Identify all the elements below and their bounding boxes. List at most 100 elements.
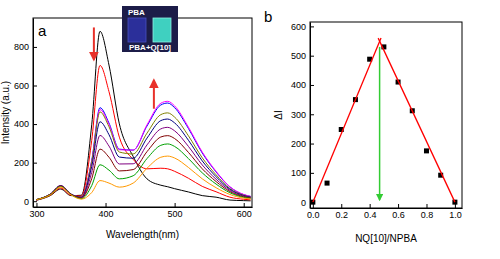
tick: 1.0 (449, 204, 462, 220)
tick: 300 (29, 203, 44, 219)
y-axis-title: ΔI (273, 110, 284, 119)
panel-label: b (264, 8, 272, 25)
x-axis-title: Wavelength(nm) (106, 229, 179, 240)
tick-mark (310, 56, 314, 57)
tick-mark (313, 204, 314, 208)
x-axis-title: NQ[10]/NPBA (355, 233, 417, 244)
tick: 400 (99, 203, 114, 219)
tick-label: 1.0 (449, 210, 462, 220)
tick-mark (455, 204, 456, 208)
tick: 400 (291, 80, 314, 90)
tick-label: 0.2 (335, 210, 348, 220)
tick: 0 (24, 197, 37, 207)
series-line (36, 65, 250, 200)
tick-mark (33, 86, 37, 87)
series-line (313, 38, 381, 202)
data-point (424, 148, 429, 153)
y-axis-line (33, 19, 34, 208)
tick-label: 0 (24, 197, 29, 207)
tick-label: 200 (14, 158, 29, 168)
tick-mark (310, 144, 314, 145)
tick-label: 500 (291, 51, 306, 61)
tick-mark (398, 204, 399, 208)
tick-mark (33, 124, 37, 125)
series-line (36, 136, 250, 200)
y-axis-line (310, 23, 311, 209)
panel-label: a (38, 22, 47, 39)
panel: 300 400 500 600 0 200 400 600 800a Wavelength(nm)… (0, 6, 253, 240)
inset-label: PBA (128, 8, 145, 17)
tick-mark (310, 114, 314, 115)
tick: 600 (14, 81, 37, 91)
tick: 0.6 (392, 204, 405, 220)
tick: 600 (291, 22, 314, 32)
tick: 0.0 (307, 204, 320, 220)
series-line (36, 144, 250, 200)
series-line (36, 31, 250, 201)
series-line (36, 127, 250, 199)
trend-arrow (93, 27, 95, 59)
tick-mark (36, 203, 37, 207)
plot-frame (33, 18, 252, 207)
tick-mark (33, 163, 37, 164)
tick-mark (175, 203, 176, 207)
tick-label: 200 (291, 139, 306, 149)
tick-label: 0.6 (392, 210, 405, 220)
arrow (379, 47, 381, 200)
tick-mark (244, 203, 245, 207)
data-point (325, 181, 330, 186)
tick-label: 500 (168, 209, 183, 219)
tick-label: 300 (291, 110, 306, 120)
series-line (36, 103, 250, 200)
y-axis: 0 100 200 300 400 500 600 (291, 22, 314, 209)
x-axis: 300 400 500 600 (29, 203, 252, 219)
y-axis: 0 200 400 600 800 (14, 19, 37, 208)
data-point (310, 200, 315, 205)
cuvette (153, 18, 171, 42)
y-axis-title: Intensity (a.u.) (0, 81, 11, 144)
tick: 400 (14, 119, 37, 129)
series-line (378, 38, 455, 202)
tick: 600 (237, 203, 252, 219)
series-line (36, 156, 250, 200)
inset-photo: PBA PBA+Q[10] (122, 6, 178, 52)
tick-mark (341, 204, 342, 208)
trend-arrow (153, 80, 155, 108)
plot-frame (310, 22, 462, 208)
x-axis-line (34, 207, 253, 208)
tick-label: 600 (291, 22, 306, 32)
inset-label: PBA+Q[10] (129, 43, 171, 52)
tick-mark (33, 201, 37, 202)
tick: 200 (14, 158, 37, 168)
figure: 300 400 500 600 0 200 400 600 800a Wavelength(nm)… (0, 0, 500, 259)
tick-label: 100 (291, 168, 306, 178)
tick-label: 0.0 (307, 210, 320, 220)
tick: 200 (291, 139, 314, 149)
series-line (36, 101, 250, 199)
tick: 0.4 (364, 204, 377, 220)
tick: 0 (301, 198, 314, 208)
tick: 0.8 (421, 204, 434, 220)
tick: 100 (291, 168, 314, 178)
cuvette (128, 18, 146, 42)
tick-label: 0.8 (421, 210, 434, 220)
tick: 300 (291, 110, 314, 120)
tick-mark (370, 204, 371, 208)
tick-label: 600 (14, 81, 29, 91)
tick-label: 600 (237, 209, 252, 219)
tick-label: 300 (29, 209, 44, 219)
plot-area (36, 31, 250, 201)
plot-area (310, 38, 457, 205)
tick-mark (310, 173, 314, 174)
tick: 800 (14, 42, 37, 52)
x-axis: 0.0 0.2 0.4 0.6 0.8 1.0 (307, 204, 462, 220)
tick-mark (310, 85, 314, 86)
tick-label: 400 (14, 119, 29, 129)
tick: 500 (168, 203, 183, 219)
tick-label: 0 (301, 198, 306, 208)
tick-mark (426, 204, 427, 208)
tick-label: 400 (99, 209, 114, 219)
tick-mark (106, 203, 107, 207)
tick-mark (310, 202, 314, 203)
series-line (36, 112, 250, 200)
